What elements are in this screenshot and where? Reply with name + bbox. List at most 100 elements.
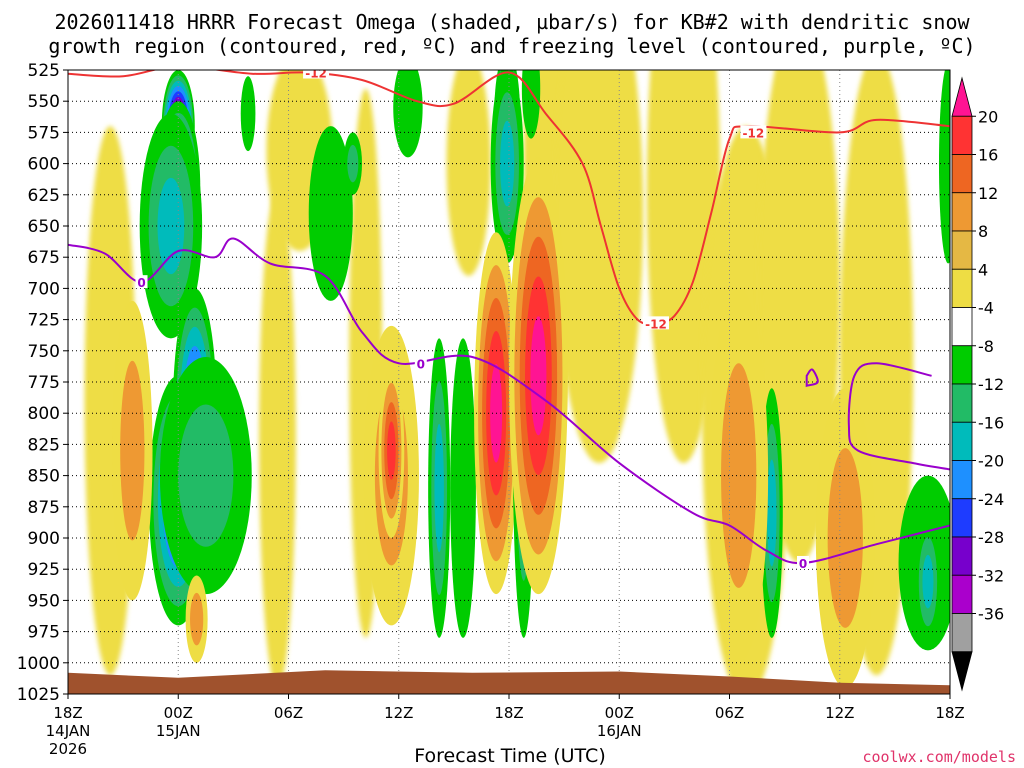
y-tick-label-625: 625: [28, 186, 60, 206]
x-tick-date-0: 14JAN: [46, 722, 91, 740]
omega-feature-19-ring-2: [500, 120, 515, 207]
y-tick-label-575: 575: [28, 123, 60, 143]
colorbar-label-13: -36: [978, 605, 1004, 624]
omega-feature-7-ring-1: [178, 404, 234, 547]
omega-feature-23-ring-0: [521, 70, 541, 139]
y-tick-label-525: 525: [28, 61, 60, 81]
y-tick-label-650: 650: [28, 217, 60, 237]
omega-feature-17: [393, 70, 423, 158]
dendritic-label-bg-2: [643, 316, 669, 330]
omega-feature-28: [815, 388, 875, 688]
colorbar-label-1: 16: [978, 146, 998, 165]
colorbar-swatch-11: [951, 498, 973, 538]
omega-band-4: [554, 70, 644, 464]
colorbar-label-5: -4: [978, 299, 994, 318]
freezing-label-2: 0: [799, 557, 807, 571]
omega-feature-17-ring-0: [393, 70, 423, 158]
x-tick-label-2: 06Z: [274, 704, 303, 722]
colorbar-swatch-14: [951, 613, 973, 653]
omega-feature-2-ring-2: [157, 177, 185, 275]
plot-area: -12 -12 -12 0 0 0: [68, 70, 950, 694]
surface-terrain: [68, 670, 950, 694]
omega-feature-9: [185, 575, 208, 663]
colorbar-label-2: 12: [978, 184, 998, 203]
colorbar-swatch-5: [951, 268, 973, 308]
dendritic-label-bg-0: [303, 70, 330, 79]
omega-feature-26-ring-1: [721, 363, 757, 588]
x-tick-date-5: 16JAN: [597, 722, 642, 740]
y-tick-label-775: 775: [28, 373, 60, 393]
freezing-label-bg-2: [797, 555, 809, 569]
x-tick-label-7: 12Z: [825, 704, 854, 722]
colorbar-swatch-13: [951, 574, 973, 614]
omega-feature-14-ring-3: [387, 421, 396, 480]
freezing-level-closed-contour: [805, 368, 819, 388]
x-tick-year-0: 2026: [49, 740, 87, 758]
y-tick-label-950: 950: [28, 591, 60, 611]
omega-feature-11: [308, 126, 353, 301]
omega-feature-15: [428, 338, 451, 638]
y-tick-label-725: 725: [28, 311, 60, 331]
colorbar-swatch-12: [951, 536, 973, 576]
y-tick-label-925: 925: [28, 560, 60, 580]
colorbar-bottom-triangle: [951, 651, 973, 692]
omega-feature-31-ring-0: [938, 70, 950, 264]
y-tick-label-825: 825: [28, 435, 60, 455]
x-tick-label-3: 12Z: [384, 704, 413, 722]
colorbar-label-10: -24: [978, 490, 1004, 509]
freezing-label-1: 0: [417, 357, 425, 371]
colorbar-swatch-3: [951, 192, 973, 232]
colorbar-swatch-10: [951, 460, 973, 500]
colorbar-swatch-2: [951, 154, 973, 194]
omega-feature-15-ring-2: [434, 423, 444, 553]
omega-feature-26: [709, 288, 769, 663]
omega-feature-30: [915, 519, 941, 645]
chart-title-line1: 2026011418 HRRR Forecast Omega (shaded, …: [54, 10, 970, 34]
y-tick-label-600: 600: [28, 155, 60, 175]
colorbar-label-12: -32: [978, 566, 1004, 585]
y-axis-pressure: 525 550 575 600 625 650 675 700 725 750 775 800 825 8…: [17, 61, 68, 705]
omega-band-5: [646, 70, 721, 464]
omega-feature-25-ring-2: [767, 459, 777, 567]
colorbar-swatch-4: [951, 230, 973, 270]
omega-band-10: [446, 70, 491, 276]
colorbar-label-7: -12: [978, 375, 1004, 394]
y-tick-label-1025: 1025: [17, 685, 60, 705]
colorbar: 20 16 12 8 4 -4 -8 -12 -16 -20 -24 -28 -32 -36: [951, 76, 1004, 692]
dendritic-label-bg-1: [740, 125, 767, 139]
credit-text: coolwx.com/models: [862, 748, 1016, 766]
colorbar-label-3: 8: [978, 222, 988, 241]
y-tick-label-800: 800: [28, 404, 60, 424]
omega-feature-23: [521, 70, 541, 139]
freezing-label-bg-1: [414, 356, 427, 370]
y-tick-label-700: 700: [28, 279, 60, 299]
omega-feature-8: [112, 300, 153, 601]
colorbar-top-triangle: [951, 76, 973, 117]
omega-feature-7: [159, 357, 252, 595]
omega-feature-19: [490, 70, 524, 264]
omega-feature-16: [450, 338, 476, 638]
y-tick-label-900: 900: [28, 529, 60, 549]
colorbar-label-11: -28: [978, 528, 1004, 547]
colorbar-swatch-9: [951, 421, 973, 461]
omega-feature-24-ring-4: [530, 316, 547, 436]
omega-feature-24: [509, 157, 568, 595]
y-tick-label-750: 750: [28, 342, 60, 362]
colorbar-label-0: 20: [978, 107, 998, 126]
omega-feature-14: [378, 363, 405, 538]
x-tick-label-1: 00Z: [164, 704, 193, 722]
dendritic-label-1: -12: [743, 126, 765, 140]
y-tick-label-875: 875: [28, 498, 60, 518]
omega-feature-2: [139, 113, 203, 339]
colorbar-label-9: -20: [978, 452, 1004, 471]
x-tick-date-1: 15JAN: [156, 722, 201, 740]
omega-feature-31: [938, 70, 950, 264]
dendritic-growth-contour: [68, 70, 950, 325]
x-tick-label-6: 06Z: [715, 704, 744, 722]
omega-feature-30-ring-2: [922, 554, 934, 609]
chart-title-line2: growth region (contoured, red, ºC) and f…: [48, 34, 975, 58]
colorbar-label-4: 4: [978, 260, 988, 279]
freezing-label-bg-0: [135, 275, 148, 289]
x-tick-label-5: 00Z: [605, 704, 634, 722]
